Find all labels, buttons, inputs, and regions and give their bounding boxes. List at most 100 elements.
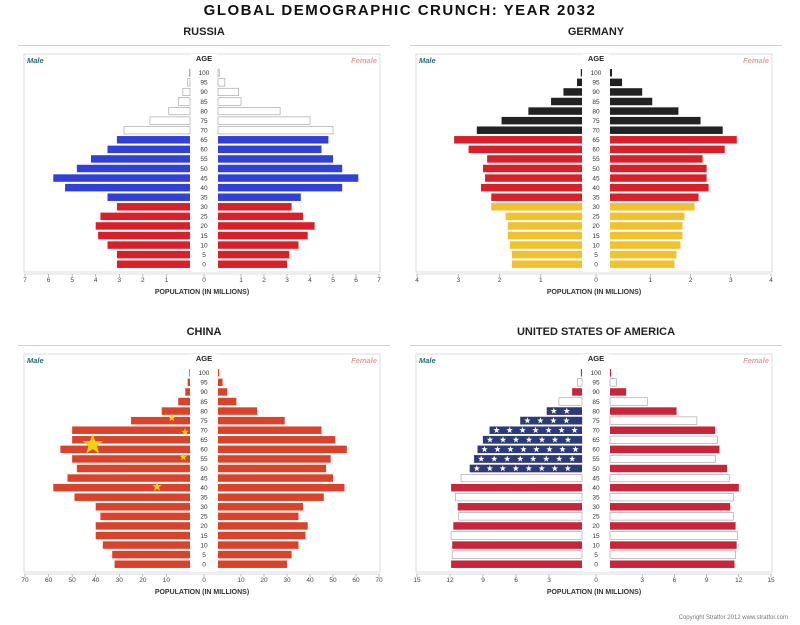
female-bar-age-0 — [218, 260, 287, 268]
male-bar-age-40 — [53, 483, 190, 492]
male-bar-age-20 — [95, 222, 190, 230]
female-bar-age-30 — [610, 203, 695, 211]
male-bar-age-40 — [451, 483, 582, 492]
female-bar-age-95 — [610, 78, 623, 87]
usa-star-icon — [533, 445, 540, 453]
male-bar-age-80 — [161, 407, 190, 415]
usa-pyramid-chart: Male FemaleAGE051015202530354045505560657… — [413, 353, 775, 596]
female-bar-age-5 — [609, 550, 736, 559]
tick-label: 5 — [331, 277, 335, 284]
usa-star-icon — [538, 436, 546, 443]
age-label: 30 — [592, 504, 600, 511]
usa-star-icon — [563, 407, 571, 414]
tick-label: 70 — [375, 577, 383, 584]
female-bar-age-90 — [218, 388, 228, 396]
usa-star-icon — [555, 455, 563, 462]
female-bar-age-10 — [610, 541, 737, 549]
age-label: 85 — [200, 99, 208, 106]
russia-pyramid-panel: RUSSIA Male Female AGE 0 5 10 15 20 25 30 35 40 45 50… — [18, 26, 390, 298]
female-bar-age-35 — [610, 193, 699, 201]
china-pyramid-panel: CHINA Male Female AGE 0 5 10 15 20 25 30 35 40 45 50 5… — [18, 326, 390, 598]
female-bar-age-100 — [217, 68, 220, 77]
age-label: 25 — [200, 214, 208, 221]
x-axis-label: POPULATION (IN MILLIONS) — [547, 289, 641, 296]
female-bar-age-60 — [218, 145, 322, 154]
male-bar-age-50 — [483, 164, 582, 173]
male-bar-age-25 — [458, 512, 583, 521]
age-label: 90 — [200, 389, 208, 396]
female-bar-age-10 — [218, 241, 299, 249]
female-bar-age-95 — [609, 378, 617, 387]
usa-star-icon — [551, 436, 559, 443]
age-column-header: AGE — [196, 354, 212, 363]
china-chart-title: CHINA — [186, 326, 222, 338]
age-label: 25 — [592, 214, 600, 221]
age-label: 0 — [202, 562, 206, 569]
male-bar-age-15 — [507, 231, 582, 240]
age-label: 95 — [592, 380, 600, 387]
age-column — [583, 354, 609, 572]
usa-star-icon — [520, 445, 527, 453]
x-axis-label: POPULATION (IN MILLIONS) — [155, 289, 249, 296]
age-column — [191, 354, 217, 572]
tick-label: 0 — [594, 577, 598, 584]
age-label: 45 — [592, 475, 600, 482]
age-label: 90 — [200, 89, 208, 96]
age-label: 10 — [200, 242, 208, 249]
male-bar-age-75 — [501, 116, 582, 125]
x-axis-ticks: 15 12 9 6 3 0 3 6 9 12 15 — [413, 574, 775, 584]
tick-label: 6 — [673, 577, 677, 584]
female-bar-age-5 — [218, 550, 292, 559]
germany-pyramid-chart: Male FemaleAGE051015202530354045505560657… — [415, 53, 773, 296]
female-bar-age-45 — [610, 174, 707, 182]
tick-label: 3 — [547, 577, 551, 584]
age-label: 80 — [592, 108, 600, 115]
female-legend-label: Female — [351, 356, 377, 365]
usa-star-icon — [550, 417, 557, 424]
female-bar-age-70 — [610, 126, 723, 134]
female-bar-age-20 — [218, 522, 308, 530]
tick-label: 0 — [202, 277, 206, 284]
male-bar-age-75 — [131, 416, 190, 425]
age-label: 60 — [200, 447, 208, 454]
divider — [410, 345, 782, 346]
female-bar-age-10 — [610, 241, 681, 249]
male-bar-age-5 — [116, 250, 190, 259]
tick-label: 2 — [689, 277, 693, 284]
usa-star-icon — [519, 426, 526, 433]
divider — [18, 345, 390, 346]
age-column — [191, 54, 217, 272]
age-label: 35 — [200, 495, 208, 502]
usa-canton-bar — [477, 445, 582, 454]
tick-label: 5 — [70, 277, 74, 284]
female-bar-age-85 — [609, 397, 648, 406]
female-bar-age-65 — [218, 136, 329, 144]
usa-star-icon — [546, 445, 553, 453]
age-label: 40 — [200, 485, 208, 492]
age-label: 15 — [592, 533, 600, 540]
age-label: 5 — [202, 552, 206, 559]
age-label: 35 — [592, 195, 600, 202]
female-bar-age-75 — [218, 416, 285, 425]
age-label: 100 — [199, 70, 210, 77]
age-label: 35 — [200, 195, 208, 202]
female-bar-age-40 — [610, 183, 709, 192]
tick-label: 6 — [354, 277, 358, 284]
age-label: 30 — [200, 504, 208, 511]
female-bar-age-90 — [610, 388, 627, 396]
female-bar-age-30 — [218, 203, 292, 211]
female-bar-age-65 — [610, 136, 737, 144]
male-bar-age-45 — [67, 474, 190, 482]
tick-label: 3 — [285, 277, 289, 284]
female-bar-age-20 — [218, 222, 315, 230]
female-bar-age-90 — [610, 88, 643, 96]
tick-label: 60 — [45, 577, 53, 584]
age-label: 20 — [592, 223, 600, 230]
male-bar-age-90 — [185, 388, 190, 396]
usa-canton-bar — [469, 464, 582, 473]
flag-decoration — [82, 413, 189, 491]
tick-label: 3 — [640, 577, 644, 584]
female-bar-age-50 — [610, 164, 707, 173]
female-bar-age-0 — [610, 260, 675, 268]
male-bar-age-35 — [455, 493, 583, 502]
